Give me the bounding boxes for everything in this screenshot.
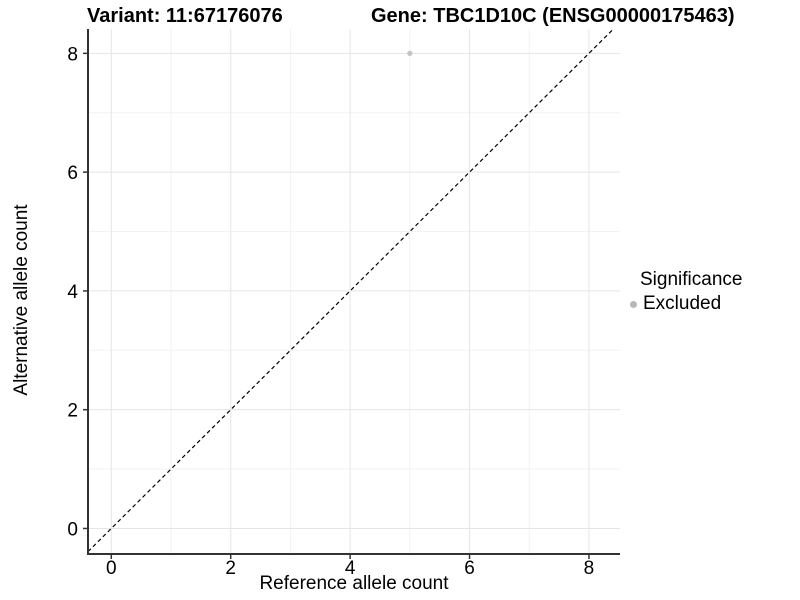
y-tick-label: 4	[67, 282, 78, 303]
gene-title: Gene: TBC1D10C (ENSG00000175463)	[371, 5, 735, 27]
legend: Significance Excluded	[630, 269, 742, 315]
x-tick-label: 2	[225, 558, 236, 579]
x-tick-label: 8	[584, 558, 595, 579]
x-tick-label: 0	[106, 558, 117, 579]
y-axis-title: Alternative allele count	[11, 204, 32, 396]
y-tick-label: 0	[67, 519, 78, 540]
x-tick-label: 6	[464, 558, 475, 579]
x-tick-label: 4	[345, 558, 356, 579]
x-axis-title: Reference allele count	[259, 573, 449, 594]
identity-dashed-line	[88, 29, 614, 553]
legend-item-excluded: Excluded	[630, 293, 742, 315]
y-tick-label: 8	[67, 44, 78, 65]
legend-title: Significance	[640, 269, 743, 290]
y-tick-label: 6	[67, 163, 78, 184]
variant-title: Variant: 11:67176076	[87, 5, 283, 27]
legend-item-label: Excluded	[643, 293, 722, 314]
data-point	[407, 50, 413, 56]
y-tick-label: 2	[67, 401, 78, 422]
excluded-point-icon	[630, 300, 637, 308]
